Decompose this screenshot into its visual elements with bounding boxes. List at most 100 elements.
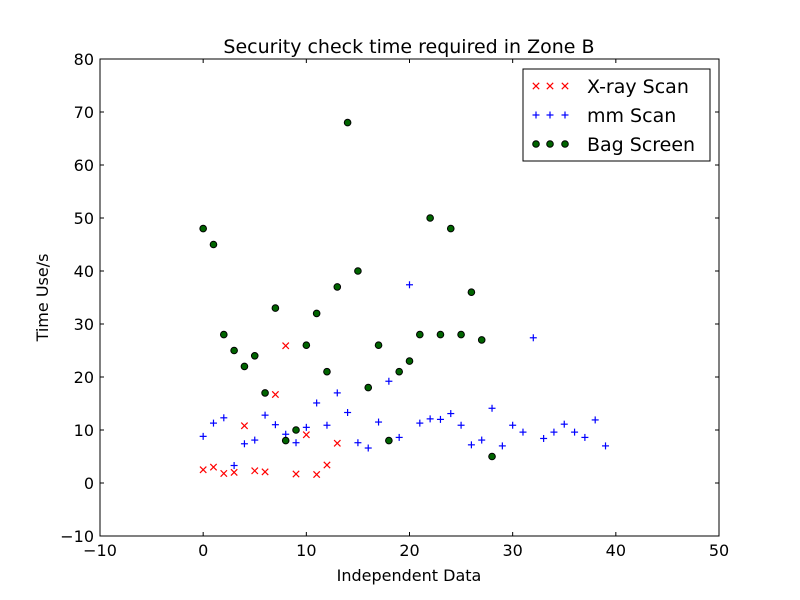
y-axis-label: Time Use/s	[33, 254, 52, 343]
mm-scan-point	[509, 421, 517, 429]
bag-screen-point	[271, 304, 280, 312]
mm-scan-point	[313, 399, 321, 407]
legend-marker-mm-scan	[532, 111, 540, 119]
bag-screen-point	[281, 436, 290, 445]
bag-screen-point	[302, 341, 311, 350]
y-tick-label: 30	[74, 315, 94, 334]
mm-scan-point	[529, 334, 537, 342]
bag-screen-point	[457, 330, 465, 339]
mm-scan-point	[436, 415, 444, 423]
x-ray-scan-point	[199, 466, 207, 474]
x-ray-scan-point	[271, 390, 280, 399]
x-axis-label: Independent Data	[337, 566, 482, 585]
y-tick-label: 20	[74, 368, 94, 387]
legend-marker-bag-screen	[546, 140, 554, 148]
mm-scan-point	[302, 423, 310, 431]
mm-scan-point	[354, 439, 362, 447]
x-ray-scan-point	[251, 467, 259, 475]
mm-scan-point	[323, 421, 331, 429]
mm-scan-point	[406, 281, 413, 289]
x-ray-scan-point-stroke-b	[199, 466, 207, 474]
x-ray-scan-point-stroke-b	[292, 470, 300, 478]
mm-scan-point	[416, 419, 424, 427]
x-ray-scan-point	[240, 422, 249, 430]
axis-ticks	[99, 58, 720, 537]
x-ray-scan-point-stroke-b	[251, 467, 259, 475]
mm-scan-point	[292, 439, 300, 447]
legend-label-x-ray-scan: X-ray Scan	[587, 76, 689, 98]
chart-title: Security check time required in Zone B	[223, 36, 594, 58]
legend: X-ray Scan mm Scan Bag Screen	[522, 68, 711, 162]
y-tick-label: 40	[74, 262, 94, 281]
mm-scan-point	[240, 440, 248, 448]
bag-screen-point	[343, 118, 352, 127]
x-ray-scan-point-stroke-b	[261, 468, 269, 476]
x-ray-scan-point-stroke-b	[323, 461, 331, 469]
bag-screen-point	[261, 389, 269, 397]
x-ray-scan-point	[282, 342, 290, 350]
x-ray-scan-point	[302, 431, 310, 439]
mm-scan-point	[395, 433, 403, 441]
legend-marker-x-ray-scan-stroke-b	[546, 82, 554, 90]
mm-scan-point	[519, 428, 527, 436]
legend-label-bag-screen: Bag Screen	[587, 134, 695, 156]
bag-screen-point	[405, 357, 414, 365]
legend-marker-x-ray-scan-stroke-b	[532, 82, 540, 90]
bag-screen-point	[230, 346, 238, 355]
legend-label-mm-scan: mm Scan	[587, 105, 676, 127]
y-tick-label: 10	[74, 421, 94, 440]
mm-scan-point	[571, 428, 579, 436]
x-ray-scan-point-stroke-b	[230, 468, 238, 477]
legend-marker-x-ray-scan	[532, 82, 540, 90]
mm-scan-point	[282, 430, 290, 438]
x-ray-scan-point	[292, 470, 300, 478]
legend-entry-mm-scan: mm Scan	[532, 105, 676, 127]
x-tick-label: −10	[83, 541, 117, 560]
x-tick-label: 30	[502, 541, 522, 560]
mm-scan-point	[375, 418, 383, 426]
axis-tick-labels: −10 0 10 20 30 40 50 −10 0 10 20 30 40 50 60 70 80	[60, 50, 729, 560]
legend-marker-x-ray-scan	[546, 82, 554, 90]
legend-entry-bag-screen: Bag Screen	[532, 134, 695, 156]
mm-scan-point	[591, 416, 599, 424]
x-tick-label: 20	[399, 541, 419, 560]
legend-entry-x-ray-scan: X-ray Scan	[532, 76, 689, 98]
bag-screen-point	[477, 336, 486, 344]
legend-marker-bag-screen	[532, 140, 540, 148]
x-ray-scan-point-stroke-b	[282, 342, 290, 350]
x-ray-scan-point-stroke-b	[302, 431, 310, 439]
y-tick-label: −10	[60, 527, 94, 546]
mm-scan-point	[364, 444, 372, 452]
mm-scan-point	[333, 389, 341, 397]
x-ray-scan-point-stroke-b	[271, 390, 280, 399]
bag-screen-point	[436, 330, 445, 339]
legend-box	[522, 68, 711, 162]
mm-scan-point	[199, 432, 207, 440]
mm-scan-point	[540, 434, 548, 442]
bag-screen-point	[374, 341, 383, 350]
x-ray-scan-point-stroke-b	[240, 422, 249, 430]
x-ray-scan-point	[230, 468, 238, 477]
mm-scan-point	[385, 377, 393, 385]
bag-screen-point	[416, 330, 424, 339]
mm-scan-point	[560, 420, 568, 428]
x-ray-scan-point	[209, 463, 218, 471]
mm-scan-point	[261, 411, 269, 419]
series-bag-screen	[199, 118, 496, 461]
bag-screen-point	[240, 362, 249, 371]
y-tick-label: 60	[74, 156, 94, 175]
bag-screen-point	[292, 426, 300, 434]
bag-screen-point	[467, 288, 476, 297]
x-ray-scan-point	[313, 470, 321, 479]
bag-screen-point	[312, 309, 321, 318]
series-x-ray-scan	[199, 342, 341, 479]
x-ray-scan-point-stroke-b	[333, 439, 341, 447]
bag-screen-point	[250, 352, 259, 360]
x-tick-label: 40	[606, 541, 626, 560]
mm-scan-point	[344, 409, 352, 417]
x-ray-scan-point	[323, 461, 331, 469]
bag-screen-point	[323, 367, 331, 376]
y-tick-label: 0	[84, 474, 94, 493]
bag-screen-point	[364, 383, 373, 392]
